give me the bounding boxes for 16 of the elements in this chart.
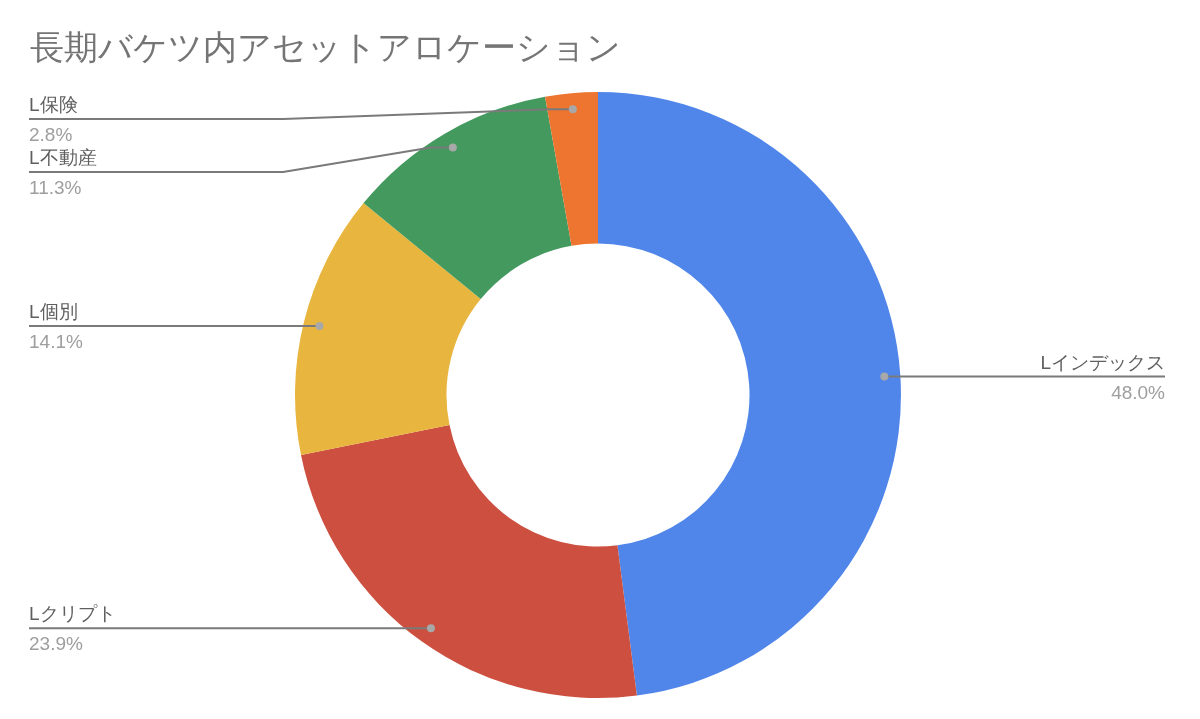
slice-label: L不動産 xyxy=(29,147,97,168)
slice-label: L保険 xyxy=(29,94,78,115)
chart-title: 長期バケツ内アセットアロケーション xyxy=(30,28,621,66)
slice-label: Lインデックス xyxy=(1040,351,1165,373)
donut-slice xyxy=(363,96,572,300)
slice-label: L個別 xyxy=(29,300,78,322)
data-label: 48.0% xyxy=(1111,381,1166,403)
slice-label: Lクリプト xyxy=(29,603,116,625)
data-label: 23.9% xyxy=(29,633,83,655)
donut-slice xyxy=(295,203,481,455)
donut-slice xyxy=(598,92,901,696)
donut-slice xyxy=(545,92,598,246)
data-label: 2.8% xyxy=(29,124,73,145)
data-label: 11.3% xyxy=(29,177,82,198)
donut-slice xyxy=(301,424,637,698)
data-label: 14.1% xyxy=(29,330,83,352)
